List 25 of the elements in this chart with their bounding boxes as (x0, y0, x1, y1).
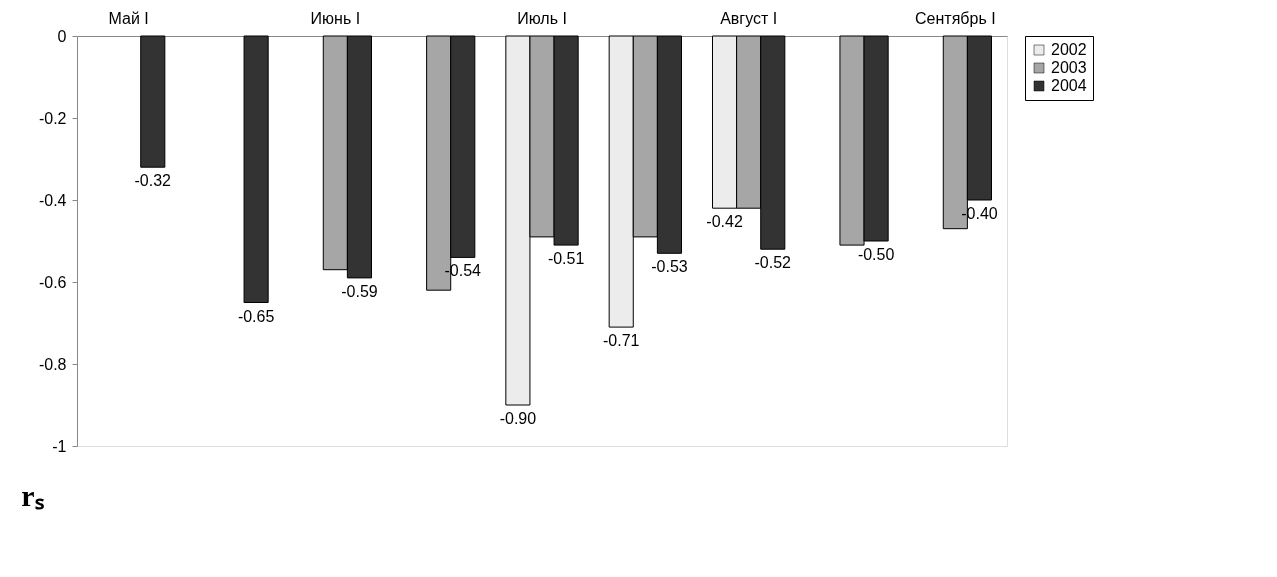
legend-label: 2003 (1051, 59, 1087, 76)
data-label: -0.71 (602, 332, 640, 350)
y-tick-label: -1 (52, 437, 67, 455)
data-label: -0.51 (547, 250, 585, 268)
y-tick-label: -0.4 (38, 191, 67, 209)
y-tick-label: 0 (57, 27, 67, 45)
x-tick-label: Май I (108, 9, 149, 27)
y-tick-label: -0.8 (38, 355, 67, 373)
y-tick-label: -0.2 (38, 109, 67, 127)
data-label: -0.90 (499, 410, 537, 427)
data-label: -0.50 (857, 246, 895, 263)
x-tick-label: Август I (720, 9, 778, 27)
data-label: -0.32 (134, 172, 172, 190)
data-label: -0.42 (706, 213, 743, 231)
data-label: -0.53 (651, 258, 688, 276)
legend-label: 2002 (1051, 41, 1087, 58)
data-label: -0.65 (237, 307, 275, 325)
data-label: -0.59 (341, 282, 378, 300)
x-tick-label: Июль I (517, 9, 567, 27)
y-tick-label: -0.6 (38, 273, 67, 291)
x-tick-label: Сентябрь I (915, 9, 996, 27)
x-tick-label: Июнь I (310, 9, 361, 27)
y-axis-title: rₛ (21, 478, 44, 512)
legend-label: 2004 (1051, 77, 1087, 94)
data-label: -0.52 (754, 254, 792, 272)
